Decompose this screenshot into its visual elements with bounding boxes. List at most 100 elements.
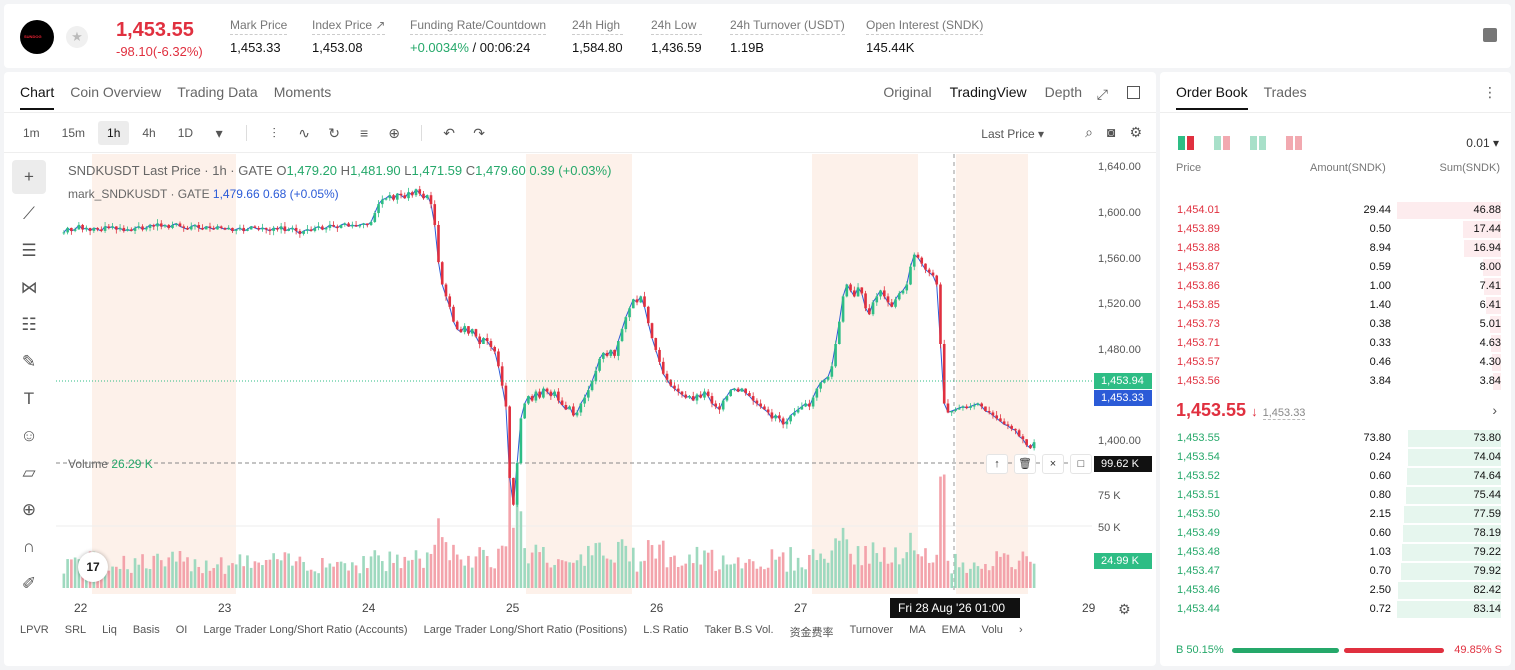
indicator-turnover[interactable]: Turnover (849, 624, 894, 636)
indicator-basis[interactable]: Basis (132, 624, 160, 636)
brush-icon[interactable]: ✎ (21, 352, 37, 371)
chevron-right-icon[interactable]: › (1018, 624, 1023, 636)
bid-row[interactable]: 1,453.48 1.03 79.22 (1160, 543, 1511, 562)
view-original[interactable]: Original (883, 84, 932, 100)
indicator-lt-positions[interactable]: Large Trader Long/Short Ratio (Positions… (423, 624, 628, 636)
volume-bar (489, 567, 493, 588)
ask-row[interactable]: 1,453.89 0.50 17.44 (1160, 220, 1511, 239)
volume-bar (197, 566, 201, 588)
ask-row[interactable]: 1,453.56 3.84 3.84 (1160, 372, 1511, 391)
candle-type-icon[interactable]: ⫶ (272, 124, 276, 141)
indicator-ma[interactable]: MA (909, 624, 926, 636)
tab-moments[interactable]: Moments (273, 84, 332, 100)
bid-row[interactable]: 1,453.55 73.80 73.80 (1160, 429, 1511, 448)
chart-settings-icon[interactable]: ⚙ (1118, 601, 1131, 617)
bid-row[interactable]: 1,453.49 0.60 78.19 (1160, 524, 1511, 543)
mode-mixed-icon[interactable] (1214, 136, 1230, 150)
gear-icon[interactable]: ⚙ (1129, 124, 1142, 140)
bid-row[interactable]: 1,453.50 2.15 77.59 (1160, 505, 1511, 524)
add-alert-icon[interactable]: ⊕ (388, 124, 400, 141)
text-icon[interactable]: T (23, 389, 35, 408)
view-depth[interactable]: Depth (1044, 84, 1082, 100)
ask-row[interactable]: 1,453.71 0.33 4.63 (1160, 334, 1511, 353)
favorite-star-icon[interactable]: ★ (66, 26, 88, 48)
divider (4, 112, 1156, 113)
indicator-lt-accounts[interactable]: Large Trader Long/Short Ratio (Accounts) (203, 624, 408, 636)
ask-row[interactable]: 1,453.88 8.94 16.94 (1160, 239, 1511, 258)
move-up-icon[interactable]: ↑ (986, 454, 1008, 474)
emoji-icon[interactable]: ☺ (20, 426, 38, 445)
undo-icon[interactable]: ↶ (443, 124, 455, 141)
replay-icon[interactable]: ↻ (328, 124, 340, 141)
chevron-right-icon[interactable]: › (1492, 402, 1497, 418)
trendline-icon[interactable]: ⟋ (23, 204, 35, 223)
book-icon[interactable] (1483, 28, 1497, 42)
maximize-icon[interactable]: □ (1070, 454, 1092, 474)
delete-icon[interactable]: 🗑 (1014, 454, 1036, 474)
tab-chart[interactable]: Chart (20, 84, 55, 110)
timeframe-4h[interactable]: 4h (142, 126, 156, 140)
stat-index-price[interactable]: Index Price ↗ 1,453.08 (312, 18, 386, 55)
ask-row[interactable]: 1,453.57 0.46 4.30 (1160, 353, 1511, 372)
templates-icon[interactable]: ≡ (359, 125, 369, 141)
timeframe-dropdown-icon[interactable]: ▾ (215, 124, 223, 141)
ask-row[interactable]: 1,453.86 1.00 7.41 (1160, 277, 1511, 296)
horizontal-lines-icon[interactable]: ☰ (21, 241, 37, 260)
indicator-lpvr[interactable]: LPVR (20, 624, 49, 636)
crosshair-icon[interactable]: + (12, 160, 46, 194)
window-icon[interactable] (1127, 86, 1140, 99)
price-source-select[interactable]: Last Price ▾ (981, 127, 1044, 141)
indicator-oi[interactable]: OI (175, 624, 188, 636)
pencil-icon[interactable]: ✐ (21, 574, 37, 593)
ask-row[interactable]: 1,453.87 0.59 8.00 (1160, 258, 1511, 277)
bid-row[interactable]: 1,453.54 0.24 74.04 (1160, 448, 1511, 467)
timeframe-1m[interactable]: 1m (23, 126, 40, 140)
mode-asks-icon[interactable] (1286, 136, 1302, 150)
ruler-icon[interactable]: ▱ (22, 463, 36, 482)
ask-row[interactable]: 1,453.73 0.38 5.01 (1160, 315, 1511, 334)
tab-order-book[interactable]: Order Book (1176, 84, 1248, 110)
indicators-icon[interactable]: ∿ (298, 124, 310, 141)
indicator-liq[interactable]: Liq (102, 624, 117, 636)
candlestick-chart[interactable] (56, 154, 1092, 594)
stat-open-interest[interactable]: Open Interest (SNDK) 145.44K (866, 18, 984, 55)
magnet-icon[interactable]: ∩ (22, 537, 36, 556)
redo-icon[interactable]: ↷ (473, 124, 485, 141)
fib-icon[interactable]: ☷ (21, 315, 37, 334)
timeframe-1h[interactable]: 1h (98, 121, 130, 145)
timeframe-1d[interactable]: 1D (177, 126, 194, 140)
indicator-srl[interactable]: SRL (64, 624, 87, 636)
camera-icon[interactable]: ◙ (1106, 124, 1116, 140)
bid-row[interactable]: 1,453.51 0.80 75.44 (1160, 486, 1511, 505)
ask-row[interactable]: 1,453.85 1.40 6.41 (1160, 296, 1511, 315)
ask-row[interactable]: 1,454.01 29.44 46.88 (1160, 201, 1511, 220)
zoom-icon[interactable]: ⊕ (21, 500, 37, 519)
more-menu-icon[interactable]: ⋮ (1483, 84, 1497, 100)
stat-funding-rate[interactable]: Funding Rate/Countdown +0.0034% / 00:06:… (410, 18, 547, 55)
stat-mark-price[interactable]: Mark Price 1,453.33 (230, 18, 288, 55)
view-tradingview[interactable]: TradingView (949, 84, 1027, 100)
tab-coin-overview[interactable]: Coin Overview (70, 84, 162, 100)
precision-select[interactable]: 0.01 ▾ (1466, 136, 1499, 150)
expand-icon[interactable]: ⤢ (1096, 86, 1108, 102)
mode-bids-icon[interactable] (1250, 136, 1266, 150)
bid-row[interactable]: 1,453.47 0.70 79.92 (1160, 562, 1511, 581)
collapse-icon[interactable]: × (1042, 454, 1064, 474)
indicator-ema[interactable]: EMA (941, 624, 966, 636)
bid-row[interactable]: 1,453.46 2.50 82.42 (1160, 581, 1511, 600)
timeframe-15m[interactable]: 15m (61, 126, 86, 140)
indicator-volume[interactable]: Volu (981, 624, 1003, 636)
indicator-funding[interactable]: 资金费率 (789, 627, 834, 639)
candle-body (714, 403, 718, 407)
bid-row[interactable]: 1,453.44 0.72 83.14 (1160, 600, 1511, 619)
indicator-ls-ratio[interactable]: L.S Ratio (643, 624, 689, 636)
bid-row[interactable]: 1,453.52 0.60 74.64 (1160, 467, 1511, 486)
pattern-icon[interactable]: ⋈ (20, 278, 38, 297)
indicator-taker-vol[interactable]: Taker B.S Vol. (704, 624, 774, 636)
tab-trading-data[interactable]: Trading Data (177, 84, 258, 100)
mode-both-icon[interactable] (1178, 136, 1194, 150)
mid-price[interactable]: 1,453.55 ↓ 1,453.33 (1176, 400, 1306, 421)
candle-body (946, 403, 950, 413)
tab-trades[interactable]: Trades (1263, 84, 1307, 100)
search-icon[interactable]: ⌕ (1085, 124, 1093, 140)
